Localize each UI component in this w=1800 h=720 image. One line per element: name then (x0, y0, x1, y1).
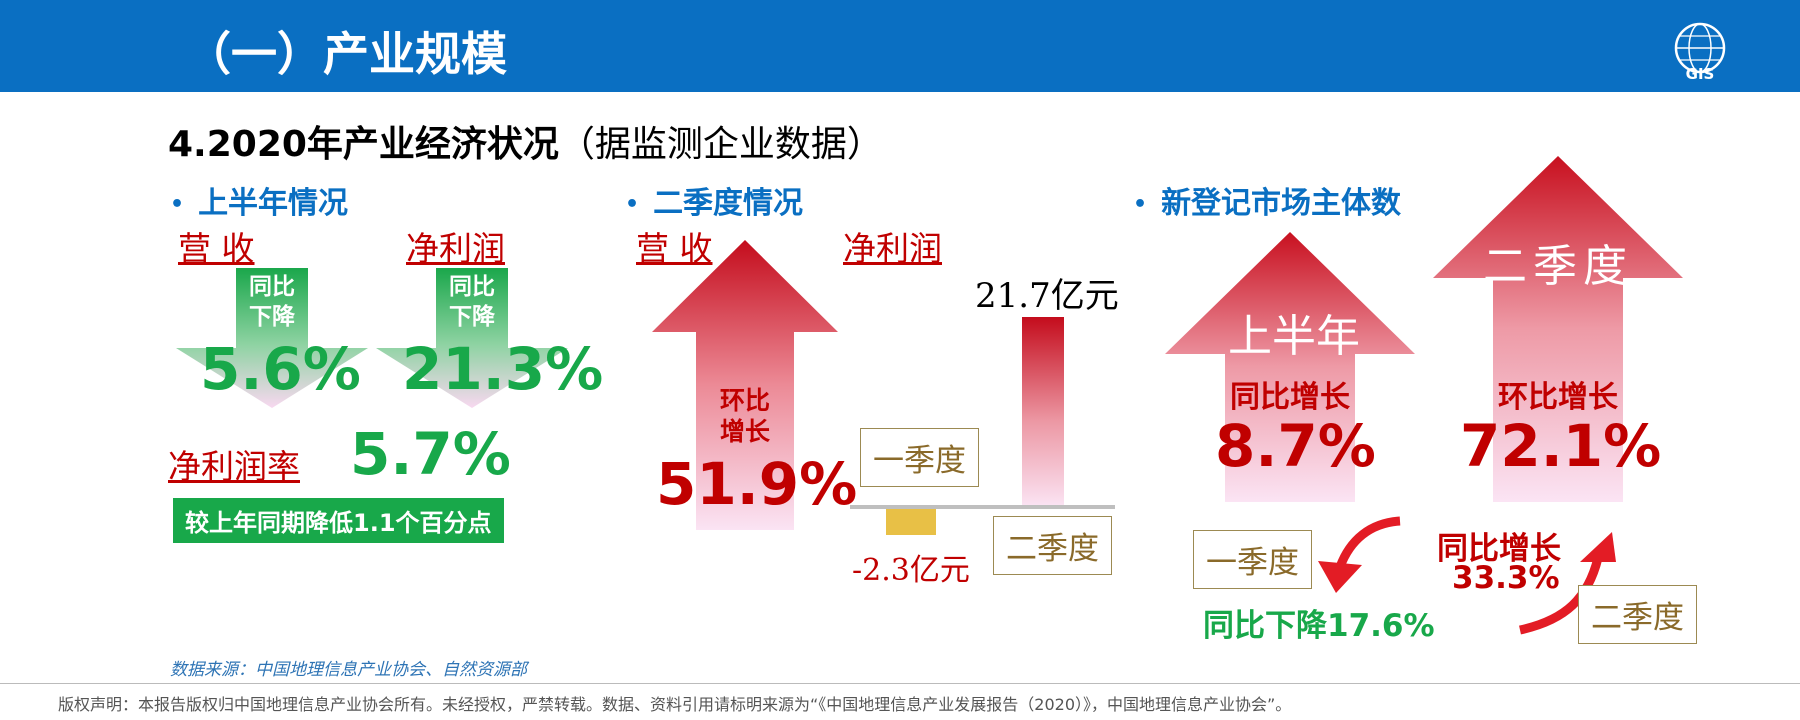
subtitle-bold: 4.2020年产业经济状况 (168, 124, 559, 165)
q2-q1-label: 一季度 (860, 428, 979, 487)
q2-arrow-value: 72.1% (1460, 412, 1662, 480)
page-title: （一）产业规模 (185, 27, 507, 81)
q2-q2-label: 二季度 (993, 516, 1112, 575)
profit-arrow-text: 同比 下降 (449, 274, 495, 330)
q1-profit-value: -2.3亿元 (852, 553, 970, 588)
new-q2-change-text: 同比增长 (1437, 531, 1561, 567)
data-source: 数据来源：中国地理信息产业协会、自然资源部 (170, 660, 527, 680)
up-curve-arrow (1519, 532, 1616, 635)
h1-revenue-value: 5.6% (200, 335, 361, 403)
subtitle-note: （据监测企业数据） (558, 124, 883, 165)
margin-label: 净利润率 (168, 447, 300, 486)
header-bar (0, 0, 1800, 92)
profit-down-arrow (376, 268, 568, 408)
h1-arrow-text: 同比增长 (1230, 380, 1350, 415)
q2-profit-value: 21.7亿元 (975, 276, 1119, 316)
q2-profit-bars (850, 317, 1115, 535)
h1-profit-label: 净利润 (406, 229, 505, 268)
h1-arrow-value: 8.7% (1215, 412, 1376, 480)
q2-profit-bar (1022, 317, 1064, 507)
section-subtitle: 4.2020年产业经济状况（据监测企业数据） (168, 115, 883, 167)
gis-logo: GIS (1674, 22, 1726, 82)
h1-revenue-label: 营 收 (178, 229, 255, 268)
q2-arrow-text: 环比增长 (1498, 380, 1618, 415)
q2-arrow-text: 环比 增长 (719, 386, 770, 446)
q2-arrow-title: 二季度 (1483, 241, 1633, 292)
h1-arrow-title: 上半年 (1228, 311, 1360, 362)
q2-profit-label: 净利润 (843, 229, 942, 268)
svg-text:GIS: GIS (1686, 65, 1715, 82)
q2-revenue-up-arrow (652, 240, 838, 530)
revenue-arrow-text: 同比 下降 (249, 274, 295, 330)
new-q2-label: 二季度 (1578, 585, 1697, 644)
footer-divider (0, 683, 1800, 684)
margin-value: 5.7% (350, 420, 511, 488)
h1-heading: 上半年情况 (170, 178, 348, 222)
new-q1-change: 同比下降17.6% (1203, 608, 1435, 644)
new-heading: 新登记市场主体数 (1133, 178, 1401, 222)
q2-heading: 二季度情况 (625, 178, 803, 222)
new-q1-label: 一季度 (1193, 530, 1312, 589)
q2-revenue-label: 营 收 (636, 229, 713, 268)
q2-arrow-value: 51.9% (656, 450, 858, 518)
margin-note-badge: 较上年同期降低1.1个百分点 (173, 498, 504, 543)
h1-profit-value: 21.3% (402, 335, 604, 403)
h1-up-arrow (1165, 232, 1415, 502)
h1-down-arrows (176, 268, 568, 408)
down-curve-arrow (1318, 516, 1401, 593)
revenue-down-arrow (176, 268, 368, 408)
copyright-notice: 版权声明：本报告版权归中国地理信息产业协会所有。未经授权，严禁转载。数据、资料引… (58, 695, 1292, 714)
q1-profit-bar (886, 507, 936, 535)
q2-up-arrow (1433, 156, 1683, 502)
new-q2-change-value: 33.3% (1452, 560, 1560, 596)
